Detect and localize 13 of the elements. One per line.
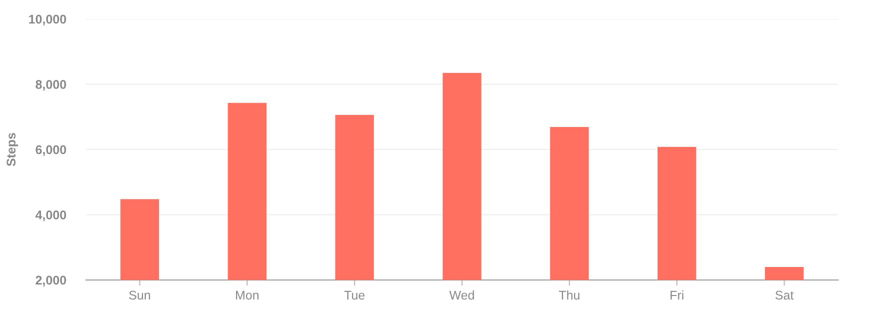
x-tick-label: Sun xyxy=(129,290,150,300)
y-tick-label: 2,000 xyxy=(36,276,66,286)
x-tick-label: Thu xyxy=(558,290,580,300)
x-tick-label: Sat xyxy=(775,290,794,300)
x-tick-label: Tue xyxy=(344,290,365,300)
y-tick-label: 4,000 xyxy=(35,210,66,222)
x-tick-label: Wed xyxy=(449,290,474,300)
x-tick-label: Mon xyxy=(236,290,258,300)
y-tick-label: 10,000 xyxy=(29,14,66,26)
x-tick-label: Fri xyxy=(670,290,684,300)
y-tick-label: 8,000 xyxy=(36,80,66,91)
y-tick-label: 6,000 xyxy=(36,145,66,156)
y-axis-title: Steps xyxy=(6,132,18,166)
